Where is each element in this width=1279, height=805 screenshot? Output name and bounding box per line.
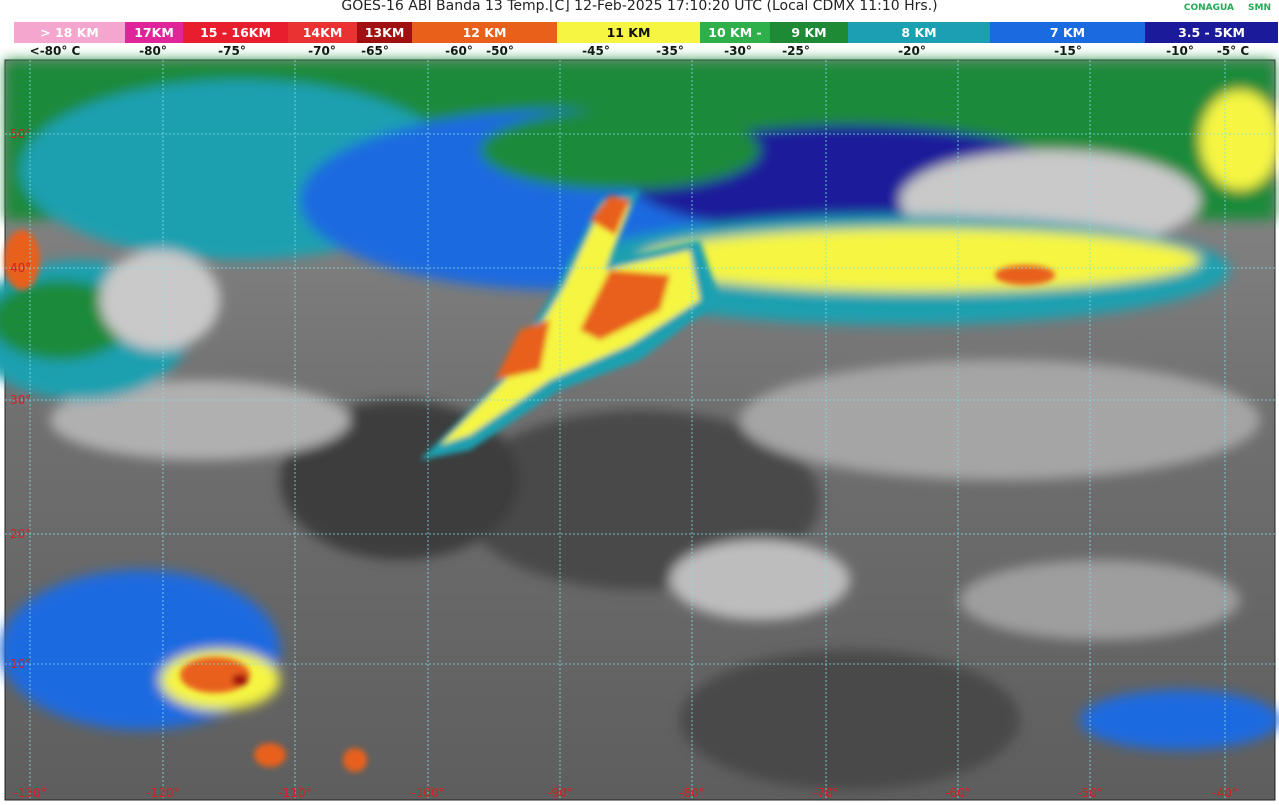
- legend-segment: 3.5 - 5KM: [1145, 22, 1278, 43]
- legend-segment: 10 KM -: [700, 22, 770, 43]
- temperature-label: -35°: [656, 44, 684, 58]
- latitude-label: 20°: [10, 527, 31, 541]
- longitude-label: -70°: [813, 786, 839, 800]
- temperature-label: -75°: [218, 44, 246, 58]
- temperature-label: -50°: [486, 44, 514, 58]
- temperature-label: -5° C: [1216, 44, 1250, 58]
- logo-smn: SMN: [1248, 3, 1271, 13]
- temperature-label: -20°: [898, 44, 926, 58]
- storm-band: [4, 190, 1055, 772]
- latitude-label: 30°: [10, 393, 31, 407]
- graticule: [5, 60, 1275, 800]
- temperature-label: -65°: [361, 44, 389, 58]
- temperature-label: -30°: [724, 44, 752, 58]
- legend-segment: 11 KM: [557, 22, 700, 43]
- longitude-label: -130°: [13, 786, 46, 800]
- temperature-label: -70°: [308, 44, 336, 58]
- longitude-label: -80°: [679, 786, 705, 800]
- temperature-label: -10°: [1166, 44, 1194, 58]
- temperature-label: -60°: [445, 44, 473, 58]
- legend-segment: > 18 KM: [14, 22, 125, 43]
- cloud-field: [0, 60, 1279, 790]
- legend-segment: 15 - 16KM: [183, 22, 288, 43]
- temperature-scale: <-80° C -80° -75° -70° -65° -60° -50° -45° -35° -…: [0, 44, 1279, 60]
- legend-segment: 12 KM: [412, 22, 557, 43]
- temperature-label: -25°: [782, 44, 810, 58]
- longitude-label: -120°: [146, 786, 179, 800]
- longitude-label: -50°: [1077, 786, 1103, 800]
- color-legend: > 18 KM 17KM 15 - 16KM 14KM 13KM 12 KM 11 KM 10…: [14, 22, 1278, 43]
- legend-segment: 17KM: [125, 22, 183, 43]
- legend-segment: 13KM: [357, 22, 412, 43]
- latitude-label: 10°: [10, 657, 31, 671]
- logos: CONAGUA SMN: [1184, 3, 1271, 13]
- temperature-label: -15°: [1054, 44, 1082, 58]
- temperature-label: -45°: [582, 44, 610, 58]
- longitude-label: -40°: [1212, 786, 1238, 800]
- latitude-label: 40°: [10, 261, 31, 275]
- longitude-label: -110°: [278, 786, 311, 800]
- legend-segment: 7 KM: [990, 22, 1145, 43]
- longitude-label: -90°: [547, 786, 573, 800]
- longitude-label: -60°: [945, 786, 971, 800]
- temperature-label: <-80° C: [29, 44, 81, 58]
- legend-segment: 14KM: [288, 22, 357, 43]
- legend-segment: 8 KM: [848, 22, 990, 43]
- logo-conagua: CONAGUA: [1183, 3, 1235, 13]
- temperature-label: -80°: [139, 44, 167, 58]
- longitude-label: -100°: [411, 786, 444, 800]
- legend-segment: 9 KM: [770, 22, 848, 43]
- title: GOES-16 ABI Banda 13 Temp.[C] 12-Feb-202…: [341, 0, 938, 14]
- latitude-label: 50°: [10, 127, 31, 141]
- graticule-labels: 50° 40° 30° 20° 10° -130° -120° -110° -100° -90° -…: [10, 127, 1238, 800]
